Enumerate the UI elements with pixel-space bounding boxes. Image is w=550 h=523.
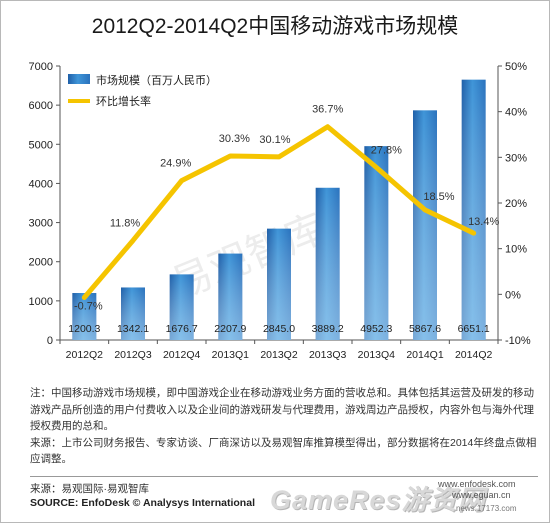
y-right-tick-label: 40% [505,107,527,119]
x-tick-label: 2012Q4 [163,349,201,361]
growth-value-label: 13.4% [468,216,499,228]
legend-bar-swatch [68,74,90,84]
y-left-tick-label: 2000 [29,257,53,269]
bar-value-label: 6651.1 [458,323,490,335]
source-description: 来源：上市公司财务报告、专家访谈、厂商深访以及易观智库推算模型得出，部分数据将在… [30,436,537,466]
x-tick-label: 2014Q2 [455,349,493,361]
growth-value-label: 18.5% [423,191,454,203]
bar-shade [169,274,194,340]
bar-shade [121,287,145,340]
data-labels: 1200.3 1342.1 1676.7 2207.9 2845.0 3889.2 4952… [68,104,499,335]
y-right-tick-label: 50% [505,61,527,73]
growth-value-label: 36.7% [312,104,343,116]
bar-value-label: 2845.0 [263,323,295,335]
bar-value-label: 1676.7 [166,323,198,335]
x-tick-label: 2014Q1 [406,349,444,361]
bar-value-label: 5867.6 [409,323,441,335]
gameres-logo: GameRes游资网 www.enfodesk.com www.eguan.cn… [270,478,548,520]
legend-line-label: 环比增长率 [96,94,151,108]
y-left-tick-label: 0 [47,335,53,347]
growth-value-label: -0.7% [74,301,103,313]
url-eguan: www.eguan.cn [452,490,511,500]
notes-block: 注：中国移动游戏市场规模，即中国游戏企业在移动游戏业务方面的营收总和。具体包括其… [30,385,540,468]
y-right-tick-label: -10% [505,335,531,347]
y-left-tick-label: 4000 [29,178,53,190]
x-tick-label: 2013Q3 [309,349,347,361]
bar-value-label: 3889.2 [312,323,344,335]
bar-value-label: 4952.3 [360,323,392,335]
y-right-tick-label: 20% [505,198,527,210]
bar-shade [461,79,486,340]
bar-shade [218,253,243,340]
x-tick-label: 2013Q2 [260,349,298,361]
bar-shade [72,293,97,340]
logo-text: GameRes游资网 [270,485,486,515]
url-17173: news.17173.com [456,504,517,513]
growth-value-label: 24.9% [160,158,191,170]
y-right-tick-label: 10% [505,244,527,256]
bar-series [72,79,486,340]
y-left-tick-label: 3000 [29,218,53,230]
growth-value-label: 27.8% [371,144,402,156]
growth-line [81,124,477,301]
x-tick-label: 2013Q1 [212,349,250,361]
line-series [81,124,477,301]
bar-value-label: 1200.3 [68,323,100,335]
growth-value-label: 30.1% [259,134,290,146]
y-right-tick-label: 30% [505,152,527,164]
y-left-tick-label: 6000 [29,100,53,112]
chart-title: 2012Q2-2014Q2中国移动游戏市场规模 [92,15,458,38]
x-tick-label: 2012Q2 [66,349,104,361]
legend-bar-label: 市场规模（百万人民币） [96,73,217,87]
growth-value-label: 30.3% [219,133,250,145]
bar-value-label: 2207.9 [214,323,246,335]
source-en: SOURCE: EnfoDesk © Analysys Internationa… [30,497,255,509]
footer-divider [30,476,538,477]
y-left-tick-label: 5000 [29,139,53,151]
y-right-tick-label: 0% [505,289,521,301]
bar-shade [413,110,437,340]
bar-value-label: 1342.1 [117,323,149,335]
bar-shade [315,187,340,340]
y-left-tick-label: 7000 [29,61,53,73]
bar-shade [267,228,291,340]
bar-shade [364,146,389,340]
legend: 市场规模（百万人民币） 环比增长率 [68,73,217,108]
url-enfodesk: www.enfodesk.com [438,479,516,489]
x-tick-label: 2013Q4 [358,349,396,361]
y-left-tick-label: 1000 [29,296,53,308]
note-text: 注：中国移动游戏市场规模，即中国游戏企业在移动游戏业务方面的营收总和。具体包括其… [30,387,534,432]
growth-value-label: 11.8% [110,217,141,229]
x-tick-label: 2012Q3 [114,349,152,361]
source-cn: 来源：易观国际·易观智库 [30,483,149,495]
